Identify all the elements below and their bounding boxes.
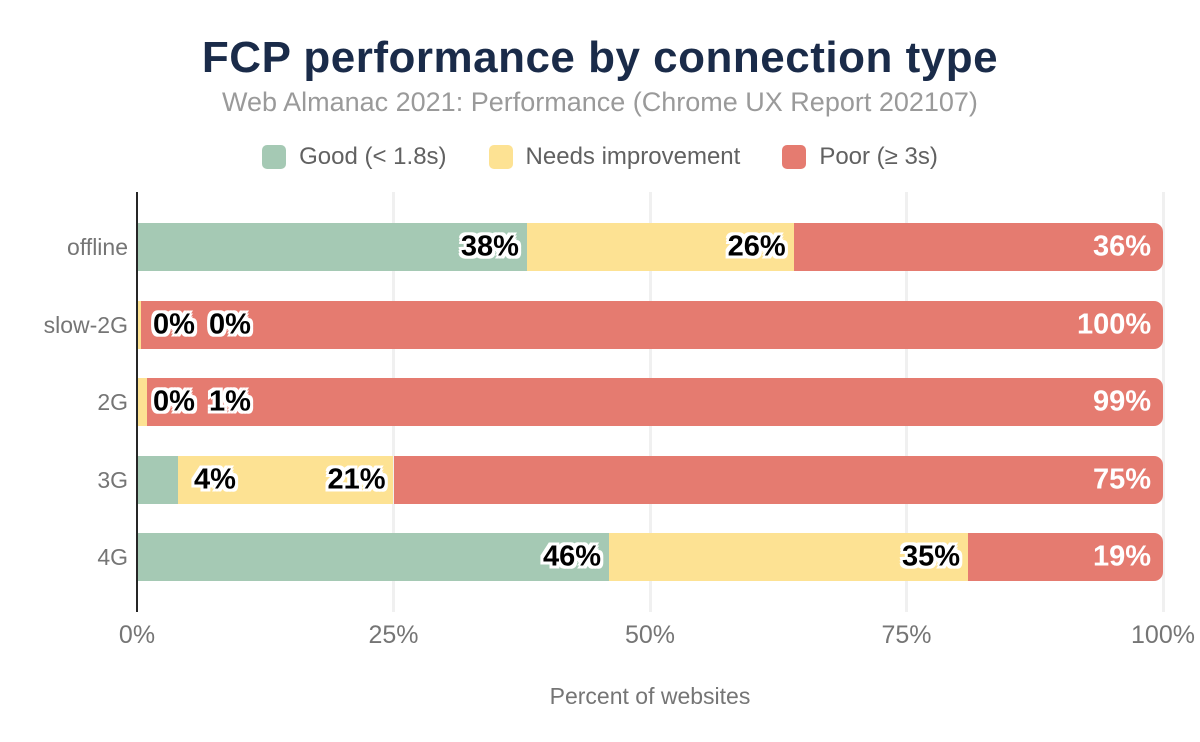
- bar-segment-3G-good: [137, 455, 179, 504]
- legend-item-needs-improvement[interactable]: Needs improvement: [488, 143, 741, 171]
- x-axis-tick-100: 100%: [1131, 621, 1195, 649]
- value-label-3G-good: 4%: [194, 463, 236, 495]
- bar-segment-3G-needs-improvement: [178, 455, 394, 504]
- bar-segment-3G-poor: [393, 455, 1163, 504]
- legend-swatch-needs-improvement-icon: [488, 145, 513, 169]
- legend-swatch-poor-icon: [782, 145, 807, 169]
- y-axis-label-2G: 2G: [97, 389, 128, 415]
- legend-label-poor: Poor (≥ 3s): [819, 143, 938, 170]
- x-axis-tick-25: 25%: [368, 621, 419, 649]
- value-label-4G-good: 46%: [542, 540, 601, 573]
- x-axis-title: Percent of websites: [549, 683, 751, 709]
- value-label-4G-poor: 19%: [1093, 540, 1152, 573]
- value-label-4G-needs-improvement: 35%: [902, 540, 961, 573]
- bar-segment-2G-needs-improvement: [137, 378, 148, 426]
- value-label-2G-good: 0%: [153, 385, 195, 418]
- value-label-offline-needs-improvement: 26%: [727, 230, 786, 263]
- y-axis-line: [135, 192, 138, 612]
- y-axis-label-offline: offline: [67, 234, 128, 260]
- value-label-2G-needs-improvement: 1%: [209, 385, 251, 418]
- y-axis-label-3G: 3G: [97, 466, 128, 493]
- legend-swatch-good-icon: [262, 145, 287, 169]
- y-axis-label-slow-2G: slow-2G: [43, 311, 128, 338]
- value-label-offline-poor: 36%: [1093, 230, 1152, 263]
- bar-segment-4G-poor: [968, 533, 1163, 581]
- x-axis-tick-50: 50%: [624, 621, 676, 649]
- y-axis-label-4G: 4G: [97, 544, 128, 570]
- legend-label-good: Good (< 1.8s): [299, 143, 447, 170]
- bar-segment-offline-poor: [793, 223, 1163, 271]
- value-label-slow-2G-poor: 100%: [1077, 308, 1152, 340]
- bar-segment-slow-2G-needs-improvement: [137, 300, 142, 349]
- x-axis-tick-75: 75%: [881, 621, 932, 649]
- value-label-3G-needs-improvement: 21%: [327, 463, 386, 495]
- chart-title: FCP performance by connection type: [201, 33, 999, 82]
- bar-segment-offline-needs-improvement: [526, 223, 794, 271]
- bar-segment-4G-needs-improvement: [608, 533, 969, 581]
- bar-segment-2G-poor: [147, 378, 1163, 426]
- value-label-slow-2G-needs-improvement: 0%: [209, 308, 251, 340]
- chart-subtitle: Web Almanac 2021: Performance (Chrome UX…: [222, 87, 978, 117]
- value-label-2G-poor: 99%: [1093, 385, 1152, 418]
- value-label-slow-2G-good: 0%: [153, 308, 195, 340]
- value-label-offline-good: 38%: [460, 230, 519, 263]
- chart-legend: Good (< 1.8s) Needs improvement Poor (≥ …: [0, 143, 1200, 171]
- legend-label-needs-improvement: Needs improvement: [525, 143, 741, 170]
- legend-item-good[interactable]: Good (< 1.8s): [262, 143, 447, 171]
- legend-item-poor[interactable]: Poor (≥ 3s): [782, 143, 938, 171]
- x-axis-tick-0: 0%: [118, 621, 156, 649]
- value-label-3G-poor: 75%: [1093, 463, 1152, 495]
- bar-segment-slow-2G-poor: [141, 300, 1163, 349]
- bar-segment-offline-good: [137, 223, 527, 271]
- bar-segment-4G-good: [137, 533, 609, 581]
- gridline-100: [1161, 192, 1165, 612]
